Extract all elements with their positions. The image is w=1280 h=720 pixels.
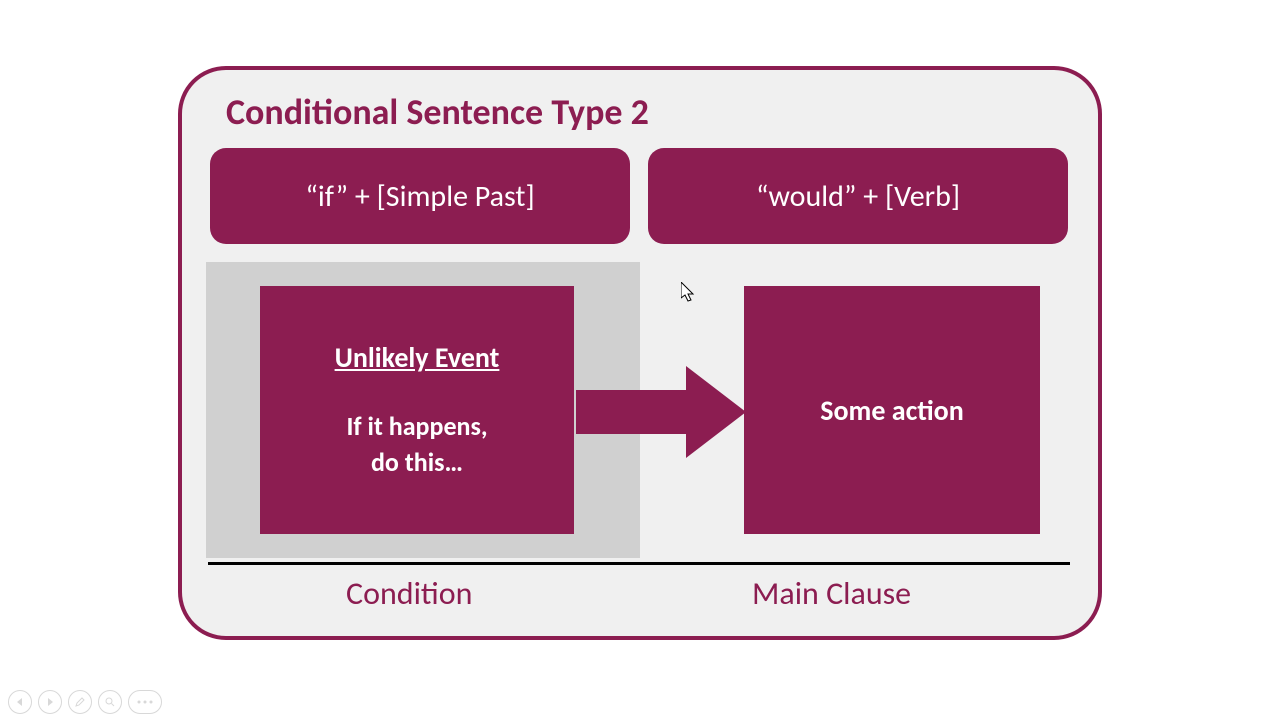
- event-left-heading: Unlikely Event: [335, 340, 500, 375]
- event-left-line2: do this…: [371, 446, 463, 478]
- cursor-icon: [681, 282, 695, 302]
- next-icon: [45, 697, 55, 707]
- arrow-icon: [576, 366, 746, 458]
- grammar-box-result: “would” + [Verb]: [648, 148, 1068, 244]
- watermark-brand: Icecream: [1157, 664, 1260, 695]
- watermark-sub: APPS: [1157, 696, 1260, 712]
- pen-icon: [74, 696, 86, 708]
- icecream-icon: [1121, 668, 1151, 708]
- event-left-subtext: If it happens, do this…: [346, 409, 487, 479]
- divider-line: [208, 562, 1070, 565]
- bottom-label-condition: Condition: [346, 574, 472, 613]
- event-right-text: Some action: [820, 393, 964, 428]
- prev-icon: [15, 697, 25, 707]
- zoom-icon: [104, 696, 116, 708]
- next-button[interactable]: [38, 690, 62, 714]
- grammar-left-text: “if” + [Simple Past]: [305, 178, 534, 215]
- more-icon: [136, 699, 154, 705]
- pen-button[interactable]: [68, 690, 92, 714]
- event-box-left: Unlikely Event If it happens, do this…: [260, 286, 574, 534]
- bottom-label-main-clause: Main Clause: [752, 574, 911, 613]
- prev-button[interactable]: [8, 690, 32, 714]
- presentation-controls: [8, 690, 162, 714]
- diagram-frame: Conditional Sentence Type 2 “if” + [Simp…: [178, 66, 1102, 640]
- grammar-right-text: “would” + [Verb]: [756, 178, 960, 215]
- grammar-box-condition: “if” + [Simple Past]: [210, 148, 630, 244]
- zoom-button[interactable]: [98, 690, 122, 714]
- watermark: Icecream APPS: [1121, 664, 1260, 712]
- event-box-right: Some action: [744, 286, 1040, 534]
- more-button[interactable]: [128, 690, 162, 714]
- diagram-title: Conditional Sentence Type 2: [226, 90, 649, 134]
- event-left-line1: If it happens,: [346, 410, 487, 442]
